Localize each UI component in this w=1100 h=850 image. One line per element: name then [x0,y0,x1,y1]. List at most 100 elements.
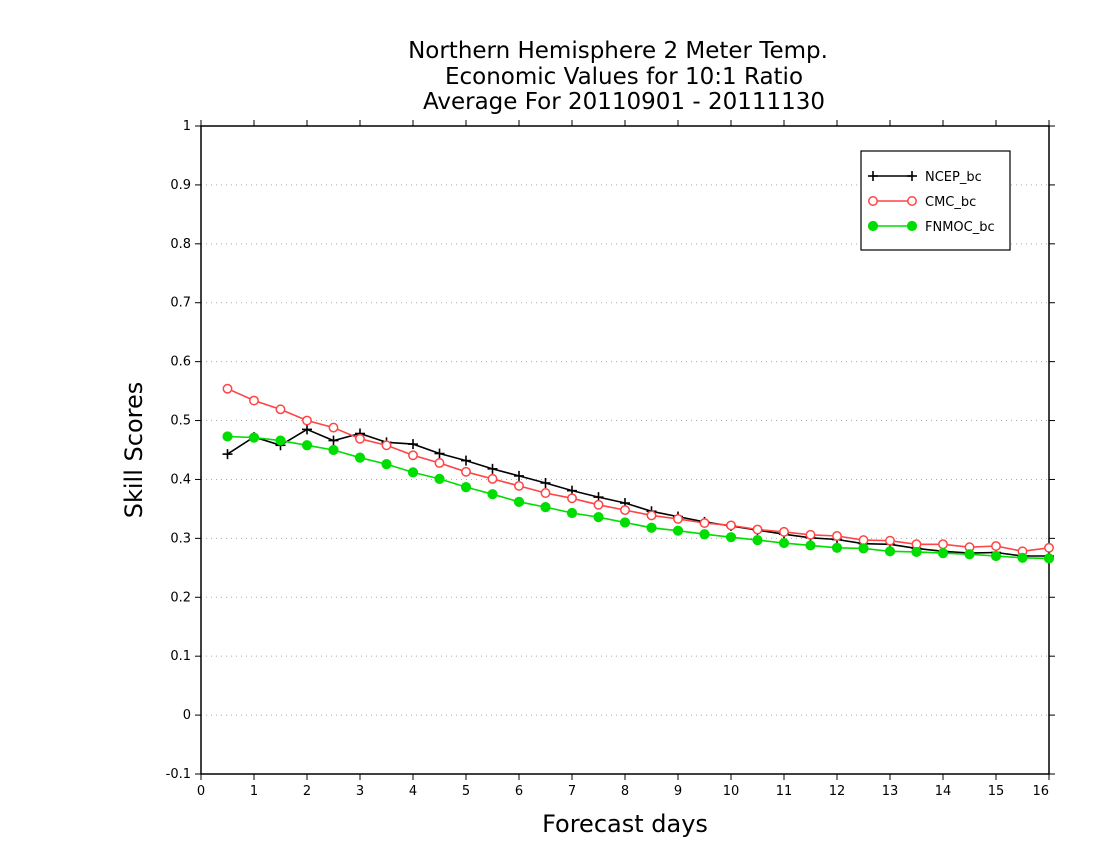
series-lines [227,387,1050,560]
data-point-CMC_bc [540,488,551,498]
data-point-FNMOC_bc [964,549,975,560]
legend-marker-NCEP_bc [907,171,917,181]
x-tick-label: 14 [935,784,952,799]
series-line-FNMOC_bc [227,435,1050,560]
data-point-FNMOC_bc [248,432,260,443]
data-point-CMC_bc [381,440,392,451]
x-tick-label: 0 [197,784,205,799]
data-point-FNMOC_bc [752,535,763,546]
data-point-FNMOC_bc [381,459,392,470]
legend-marker-NCEP_bc [868,171,878,181]
legend-label-NCEP_bc: NCEP_bc [925,170,982,185]
y-axis-label: Skill Scores [120,382,148,519]
data-point-FNMOC_bc [1017,552,1028,563]
legend-items: NCEP_bc CMC_bc FNMOC_bc [867,170,995,235]
data-point-CMC_bc [938,539,948,550]
data-point-FNMOC_bc [646,522,657,533]
data-point-FNMOC_bc [354,452,366,463]
data-point-NCEP_bc [461,455,471,466]
data-point-CMC_bc [434,458,445,468]
data-point-NCEP_bc [434,448,445,459]
gridlines [201,184,1049,716]
data-point-NCEP_bc [487,463,498,474]
data-point-FNMOC_bc [513,496,525,507]
y-tick-label: 0.5 [170,414,191,429]
data-point-CMC_bc [222,383,233,394]
y-tick-label: 0.2 [170,590,191,605]
data-point-NCEP_bc [328,435,339,446]
data-point-CMC_bc [461,466,471,477]
series-line-CMC_bc [227,387,1050,553]
data-point-NCEP_bc [408,439,418,450]
data-point-FNMOC_bc [328,444,339,456]
data-point-FNMOC_bc [593,512,604,523]
x-tick-label: 10 [723,784,740,799]
data-point-FNMOC_bc [805,540,816,551]
legend: NCEP_bc CMC_bc FNMOC_bc [860,150,1011,251]
x-axis-label: Forecast days [542,810,708,838]
legend-marker-FNMOC_bc [906,220,918,232]
data-point-CMC_bc [699,518,710,528]
data-point-FNMOC_bc [699,529,710,540]
data-point-FNMOC_bc [301,440,313,451]
data-point-FNMOC_bc [911,546,922,558]
legend-label-CMC_bc: CMC_bc [925,195,976,210]
data-point-FNMOC_bc [434,473,445,484]
data-point-FNMOC_bc [725,532,737,543]
x-tick-label: 7 [568,784,576,799]
data-point-FNMOC_bc [566,507,578,519]
data-point-FNMOC_bc [1043,553,1055,564]
data-point-CMC_bc [514,480,524,491]
x-tick-label: 16 [1032,784,1049,799]
data-point-CMC_bc [885,535,895,546]
x-tick-label: 11 [776,784,793,799]
series-markers [222,383,1055,564]
data-point-FNMOC_bc [222,431,233,442]
y-tick-label: 0.1 [170,649,191,664]
data-point-CMC_bc [567,493,577,504]
x-tick-label: 1 [250,784,258,799]
data-point-FNMOC_bc [619,517,631,528]
data-point-FNMOC_bc [460,482,472,493]
legend-marker-CMC_bc [868,196,878,206]
legend-marker-FNMOC_bc [867,220,879,232]
x-tick-label: 4 [409,784,417,799]
x-tick-label: 6 [515,784,523,799]
data-point-NCEP_bc [222,449,233,460]
data-point-CMC_bc [991,541,1001,551]
legend-label-FNMOC_bc: FNMOC_bc [925,220,995,235]
data-point-NCEP_bc [540,477,551,488]
x-tick-label: 13 [882,784,899,799]
data-point-FNMOC_bc [990,550,1002,562]
y-tick-label: 0.4 [170,472,191,487]
data-point-FNMOC_bc [858,543,869,554]
x-tick-label: 15 [988,784,1005,799]
data-point-CMC_bc [355,433,365,444]
data-point-CMC_bc [328,422,339,433]
data-point-FNMOC_bc [540,502,551,513]
data-point-CMC_bc [487,473,498,484]
y-tick-label: 0.7 [170,296,191,311]
data-point-CMC_bc [302,415,312,426]
data-point-CMC_bc [779,526,789,537]
data-point-CMC_bc [593,499,604,510]
x-tick-label: 8 [621,784,629,799]
data-point-CMC_bc [620,505,630,516]
legend-marker-CMC_bc [907,196,917,206]
data-point-CMC_bc [275,404,286,415]
y-tick-label: 0.6 [170,355,191,370]
chart-title-line-1: Northern Hemisphere 2 Meter Temp. [408,38,828,64]
x-tick-label: 9 [674,784,682,799]
y-tick-label: -0.1 [166,767,191,782]
x-tick-label: 12 [829,784,846,799]
data-point-FNMOC_bc [672,525,684,536]
y-tick-label: 0.9 [170,178,191,193]
data-point-CMC_bc [752,524,763,535]
series-line-NCEP_bc [227,428,1049,557]
data-point-CMC_bc [805,529,816,540]
x-tick-label: 2 [303,784,311,799]
data-point-FNMOC_bc [275,435,286,446]
y-tick-label: 0 [183,708,191,723]
data-point-FNMOC_bc [884,546,896,557]
ticks: -0.100.10.20.30.40.50.60.70.80.910 1 2 3 4 5 6… [166,119,1055,799]
